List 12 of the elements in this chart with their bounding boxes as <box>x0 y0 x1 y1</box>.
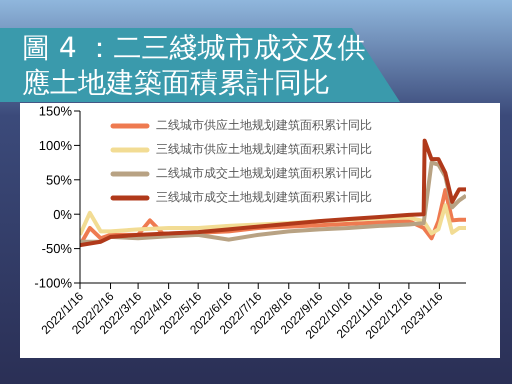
chart-title: 圖 4 ：二三綫城市成交及供應土地建築面積累計同比 <box>22 30 367 100</box>
y-tick-label: 150% <box>38 104 72 119</box>
legend-label: 三线城市成交土地规划建筑面积累计同比 <box>156 189 372 206</box>
y-tick-label: 0% <box>53 206 72 222</box>
y-tick-label: 100% <box>38 138 72 154</box>
legend-label: 三线城市供应土地规划建筑面积累计同比 <box>156 141 372 158</box>
y-tick-label: -50% <box>42 241 72 256</box>
legend-label: 二线城市成交土地规划建筑面积累计同比 <box>156 165 372 182</box>
y-tick-label: 50% <box>46 172 72 188</box>
line-series <box>80 138 466 248</box>
legend-label: 二线城市供应土地规划建筑面积累计同比 <box>156 117 372 134</box>
y-tick-label: -100% <box>34 276 72 291</box>
